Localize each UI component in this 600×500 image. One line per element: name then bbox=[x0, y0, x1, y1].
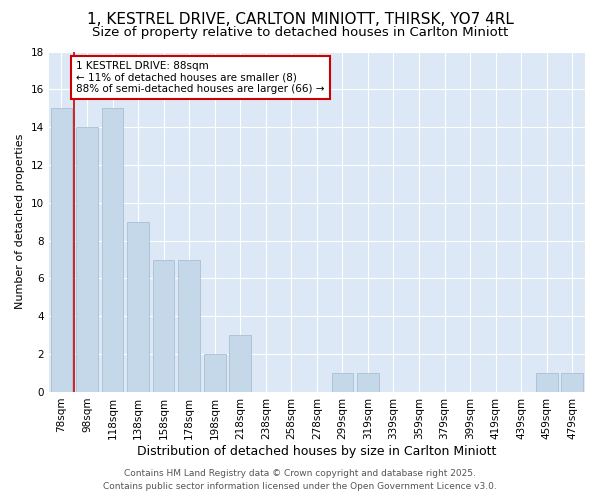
Bar bbox=[76, 127, 98, 392]
X-axis label: Distribution of detached houses by size in Carlton Miniott: Distribution of detached houses by size … bbox=[137, 444, 497, 458]
Bar bbox=[357, 373, 379, 392]
Bar bbox=[204, 354, 226, 392]
Text: 1, KESTREL DRIVE, CARLTON MINIOTT, THIRSK, YO7 4RL: 1, KESTREL DRIVE, CARLTON MINIOTT, THIRS… bbox=[86, 12, 514, 28]
Bar bbox=[101, 108, 124, 392]
Bar bbox=[562, 373, 583, 392]
Text: Size of property relative to detached houses in Carlton Miniott: Size of property relative to detached ho… bbox=[92, 26, 508, 39]
Bar bbox=[536, 373, 557, 392]
Text: Contains HM Land Registry data © Crown copyright and database right 2025.
Contai: Contains HM Land Registry data © Crown c… bbox=[103, 470, 497, 491]
Bar bbox=[50, 108, 72, 392]
Bar bbox=[229, 335, 251, 392]
Bar bbox=[178, 260, 200, 392]
Text: 1 KESTREL DRIVE: 88sqm
← 11% of detached houses are smaller (8)
88% of semi-deta: 1 KESTREL DRIVE: 88sqm ← 11% of detached… bbox=[76, 61, 325, 94]
Bar bbox=[127, 222, 149, 392]
Bar bbox=[153, 260, 175, 392]
Y-axis label: Number of detached properties: Number of detached properties bbox=[15, 134, 25, 310]
Bar bbox=[332, 373, 353, 392]
